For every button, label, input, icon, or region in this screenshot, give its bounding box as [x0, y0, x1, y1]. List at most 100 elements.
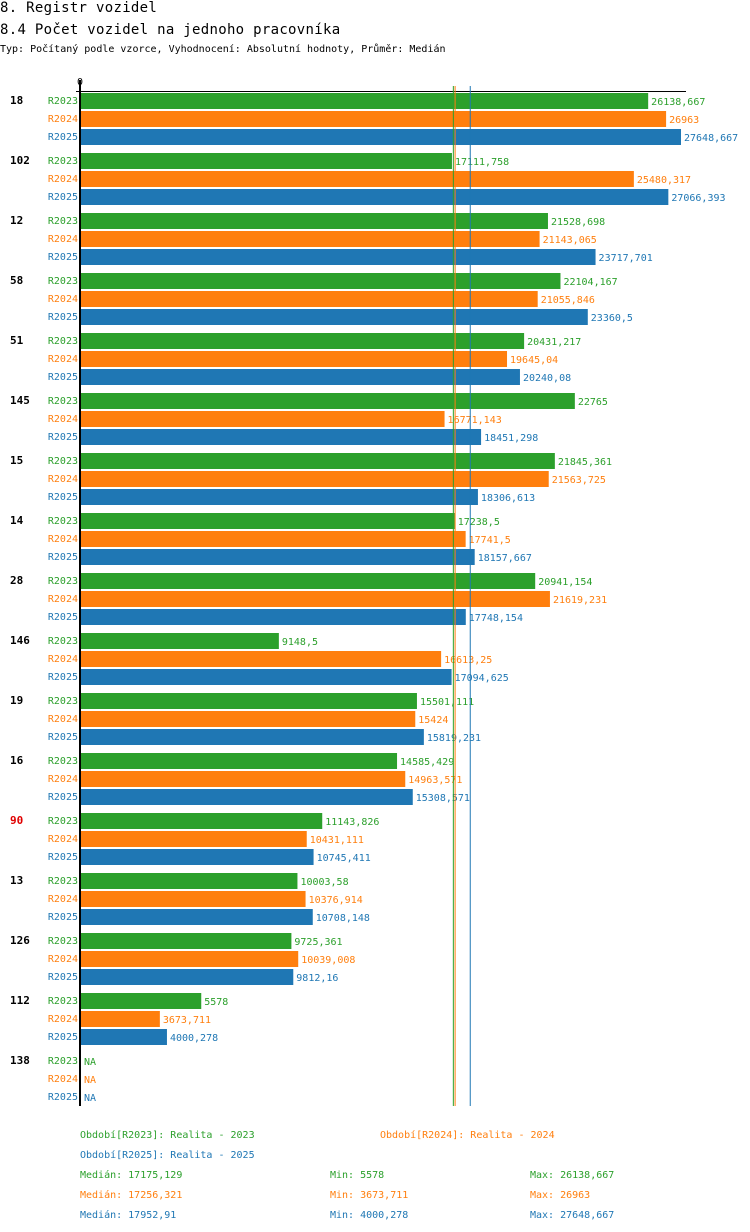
stat-max: Max: 26963	[530, 1190, 590, 1201]
value-label: 17741,5	[469, 535, 511, 546]
bar-r2025	[80, 669, 452, 685]
stat-median: Medián: 17175,129	[80, 1169, 182, 1181]
bar-r2024	[80, 831, 307, 847]
bar-r2023	[80, 813, 323, 829]
section-title: 8. Registr vozidel	[0, 0, 158, 16]
legend-item: Období[R2025]: Realita - 2025	[80, 1149, 255, 1161]
stat-min: Min: 3673,711	[330, 1190, 408, 1201]
value-label: 17748,154	[469, 613, 523, 624]
value-label: 5578	[204, 997, 228, 1008]
series-label: R2023	[48, 636, 78, 647]
series-label: R2025	[48, 312, 78, 323]
stat-median: Medián: 17952,91	[80, 1209, 176, 1221]
value-label: 10745,411	[317, 853, 371, 864]
bar-r2025	[80, 309, 588, 325]
value-label: 21143,065	[543, 235, 597, 246]
bar-r2023	[80, 573, 536, 589]
bar-r2023	[80, 453, 555, 469]
value-label: 20941,154	[538, 577, 592, 588]
bar-r2023	[80, 873, 298, 889]
category-label: 102	[10, 154, 30, 167]
bar-r2025	[80, 549, 475, 565]
category-label: 13	[10, 874, 23, 887]
category-label: 12	[10, 214, 23, 227]
bar-r2024	[80, 591, 550, 607]
value-label: 14963,571	[408, 775, 462, 786]
series-label: R2025	[48, 852, 78, 863]
stat-min: Min: 4000,278	[330, 1210, 408, 1221]
bar-r2025	[80, 129, 681, 145]
value-label: 26138,667	[651, 97, 705, 108]
value-label: 4000,278	[170, 1033, 218, 1044]
series-label: R2025	[48, 1092, 78, 1103]
category-label: 18	[10, 94, 23, 107]
value-label: 15308,571	[416, 793, 470, 804]
value-label: 21528,698	[551, 217, 605, 228]
value-label: 21055,846	[541, 295, 595, 306]
series-label: R2024	[48, 174, 78, 185]
series-label: R2025	[48, 792, 78, 803]
value-label: 3673,711	[163, 1015, 211, 1026]
category-label: 146	[10, 634, 30, 647]
bar-r2023	[80, 513, 455, 529]
series-label: R2024	[48, 654, 78, 665]
value-label: 10003,58	[300, 877, 348, 888]
series-label: R2023	[48, 96, 78, 107]
value-label: NA	[84, 1057, 96, 1068]
bar-r2023	[80, 333, 525, 349]
bar-r2024	[80, 651, 442, 667]
category-label: 138	[10, 1054, 30, 1067]
bar-r2023	[80, 753, 398, 769]
bar-r2024	[80, 411, 445, 427]
bar-r2023	[80, 93, 649, 109]
value-label: 9725,361	[294, 937, 342, 948]
series-label: R2024	[48, 354, 78, 365]
value-label: 15501,111	[420, 697, 474, 708]
bar-r2025	[80, 369, 520, 385]
chart-title: 8.4 Počet vozidel na jednoho pracovníka	[0, 22, 341, 38]
bar-r2025	[80, 909, 313, 925]
series-label: R2025	[48, 552, 78, 563]
series-label: R2023	[48, 156, 78, 167]
value-label: 17238,5	[458, 517, 500, 528]
bar-r2024	[80, 471, 549, 487]
value-label: 21619,231	[553, 595, 607, 606]
bar-r2025	[80, 789, 413, 805]
series-label: R2025	[48, 252, 78, 263]
series-label: R2025	[48, 612, 78, 623]
series-label: R2025	[48, 672, 78, 683]
category-label: 58	[10, 274, 23, 287]
series-label: R2023	[48, 216, 78, 227]
value-label: 21563,725	[552, 475, 606, 486]
bar-r2023	[80, 993, 202, 1009]
bar-r2024	[80, 111, 667, 127]
series-label: R2024	[48, 474, 78, 485]
value-label: 9148,5	[282, 637, 318, 648]
series-label: R2023	[48, 1056, 78, 1067]
series-label: R2025	[48, 1032, 78, 1043]
value-label: 16771,143	[448, 415, 502, 426]
category-label: 16	[10, 754, 24, 767]
value-label: 27066,393	[671, 193, 725, 204]
series-label: R2023	[48, 756, 78, 767]
category-label: 112	[10, 994, 30, 1007]
value-label: 10376,914	[309, 895, 363, 906]
bar-r2024	[80, 291, 538, 307]
value-label: 18157,667	[478, 553, 532, 564]
value-label: 17094,625	[455, 673, 509, 684]
series-label: R2023	[48, 396, 78, 407]
series-label: R2023	[48, 276, 78, 287]
value-label: 21845,361	[558, 457, 612, 468]
bar-r2024	[80, 951, 299, 967]
series-label: R2025	[48, 912, 78, 923]
series-label: R2024	[48, 534, 78, 545]
value-label: NA	[84, 1075, 96, 1086]
series-label: R2025	[48, 372, 78, 383]
legend-item: Období[R2024]: Realita - 2024	[380, 1129, 555, 1141]
value-label: NA	[84, 1093, 96, 1104]
bar-r2025	[80, 849, 314, 865]
value-label: 15819,231	[427, 733, 481, 744]
series-label: R2024	[48, 954, 78, 965]
value-label: 22104,167	[563, 277, 617, 288]
